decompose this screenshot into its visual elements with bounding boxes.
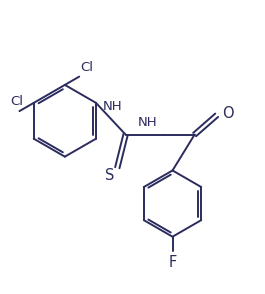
Text: Cl: Cl [81,61,94,74]
Text: O: O [222,106,233,121]
Text: Cl: Cl [11,95,24,108]
Text: NH: NH [138,116,157,128]
Text: F: F [168,255,177,270]
Text: S: S [105,168,114,183]
Text: NH: NH [102,100,122,113]
